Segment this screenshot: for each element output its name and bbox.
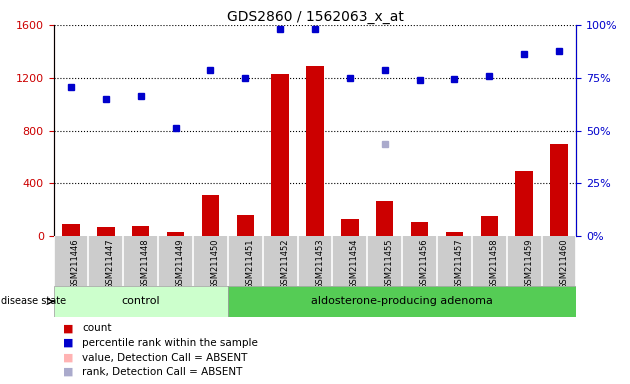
Text: rank, Detection Call = ABSENT: rank, Detection Call = ABSENT xyxy=(82,367,243,377)
Text: GSM211457: GSM211457 xyxy=(454,239,464,289)
Text: GSM211459: GSM211459 xyxy=(524,239,533,289)
Bar xyxy=(237,215,254,236)
Text: ■: ■ xyxy=(63,338,74,348)
Bar xyxy=(97,227,115,236)
Bar xyxy=(228,286,576,317)
Bar xyxy=(481,216,498,236)
Text: ■: ■ xyxy=(63,353,74,362)
Text: ■: ■ xyxy=(63,323,74,333)
Bar xyxy=(341,219,358,236)
Text: GSM211452: GSM211452 xyxy=(280,239,289,289)
Text: GSM211449: GSM211449 xyxy=(176,239,185,289)
Text: percentile rank within the sample: percentile rank within the sample xyxy=(82,338,258,348)
Text: GSM211458: GSM211458 xyxy=(490,239,498,289)
Bar xyxy=(202,195,219,236)
Text: GSM211455: GSM211455 xyxy=(385,239,394,289)
Bar xyxy=(376,200,393,236)
Text: GSM211451: GSM211451 xyxy=(245,239,255,289)
Text: GSM211447: GSM211447 xyxy=(106,239,115,289)
Text: control: control xyxy=(122,296,160,306)
Text: ■: ■ xyxy=(63,367,74,377)
Text: GSM211456: GSM211456 xyxy=(420,239,428,289)
Bar xyxy=(132,226,149,236)
Text: GSM211448: GSM211448 xyxy=(140,239,150,289)
Bar xyxy=(446,232,463,236)
Text: GSM211450: GSM211450 xyxy=(210,239,219,289)
Bar xyxy=(515,172,533,236)
Bar xyxy=(54,286,228,317)
Text: disease state: disease state xyxy=(1,296,66,306)
Bar xyxy=(551,144,568,236)
Bar xyxy=(62,224,79,236)
Bar xyxy=(306,66,324,236)
Bar xyxy=(411,222,428,236)
Bar xyxy=(272,74,289,236)
Bar xyxy=(167,232,185,236)
Text: count: count xyxy=(82,323,112,333)
Text: GSM211453: GSM211453 xyxy=(315,239,324,289)
Title: GDS2860 / 1562063_x_at: GDS2860 / 1562063_x_at xyxy=(227,10,403,24)
Text: GSM211460: GSM211460 xyxy=(559,239,568,289)
Text: GSM211446: GSM211446 xyxy=(71,239,80,289)
Text: GSM211454: GSM211454 xyxy=(350,239,359,289)
Text: value, Detection Call = ABSENT: value, Detection Call = ABSENT xyxy=(82,353,247,362)
Text: aldosterone-producing adenoma: aldosterone-producing adenoma xyxy=(311,296,493,306)
